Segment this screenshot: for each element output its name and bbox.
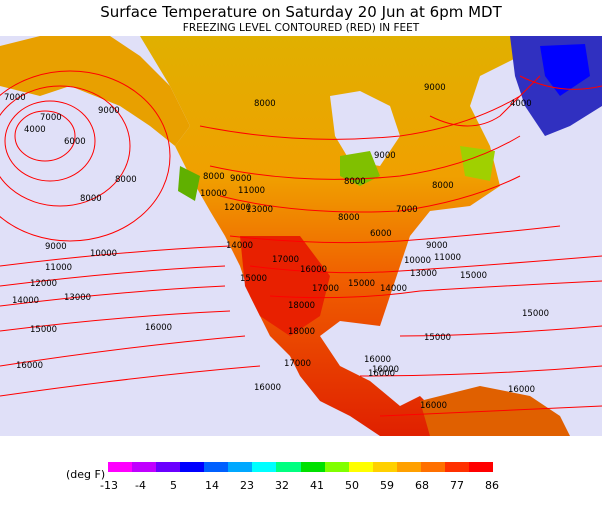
contour-label: 16000 <box>16 361 43 371</box>
legend-swatch <box>324 462 349 472</box>
contour-label: 10000 <box>200 189 227 199</box>
contour-label: 16000 <box>254 383 281 393</box>
color-legend-bar <box>108 462 493 472</box>
contour-label: 9000 <box>426 241 448 251</box>
contour-label: 15000 <box>522 309 549 319</box>
legend-swatch <box>132 462 157 472</box>
contour-label: 14000 <box>12 296 39 306</box>
legend-swatch <box>444 462 469 472</box>
legend-tick-label: 59 <box>380 479 394 492</box>
contour-label: 15000 <box>424 333 451 343</box>
contour-label: 12000 <box>224 203 251 213</box>
contour-label: 15000 <box>460 271 487 281</box>
contour-label: 13000 <box>246 205 273 215</box>
contour-label: 10000 <box>404 256 431 266</box>
legend-swatch <box>108 462 133 472</box>
legend-unit: (deg F) <box>66 468 106 481</box>
contour-label: 9000 <box>424 83 446 93</box>
contour-label: 7000 <box>40 113 62 123</box>
contour-label: 8000 <box>432 181 454 191</box>
contour-label: 4000 <box>510 99 532 109</box>
contour-label: 11000 <box>45 263 72 273</box>
contour-label: 9000 <box>374 151 396 161</box>
legend-swatch <box>180 462 205 472</box>
legend-swatch <box>396 462 421 472</box>
legend-swatch <box>372 462 397 472</box>
contour-label: 6000 <box>370 229 392 239</box>
legend-swatch <box>204 462 229 472</box>
legend-tick-label: 5 <box>170 479 177 492</box>
contour-label: 13000 <box>410 269 437 279</box>
legend-swatch <box>468 462 493 472</box>
legend-swatch <box>156 462 181 472</box>
legend-swatch <box>276 462 301 472</box>
map-title: Surface Temperature on Saturday 20 Jun a… <box>100 3 502 21</box>
map-subtitle: FREEZING LEVEL CONTOURED (RED) IN FEET <box>182 22 420 34</box>
contour-label: 9000 <box>230 174 252 184</box>
legend-tick-label: 68 <box>415 479 429 492</box>
contour-label: 12000 <box>30 279 57 289</box>
contour-label: 9000 <box>98 106 120 116</box>
contour-label: 14000 <box>380 284 407 294</box>
land-areas <box>0 36 602 436</box>
legend-tick-label: -13 <box>100 479 118 492</box>
contour-label: 13000 <box>64 293 91 303</box>
legend-swatch <box>348 462 373 472</box>
contour-label: 7000 <box>396 205 418 215</box>
legend-tick-label: 86 <box>485 479 499 492</box>
contour-label: 17000 <box>284 359 311 369</box>
contour-label: 16000 <box>145 323 172 333</box>
legend-tick-label: 14 <box>205 479 219 492</box>
contour-label: 15000 <box>240 274 267 284</box>
legend-swatch <box>300 462 325 472</box>
contour-label: 16000 <box>368 369 395 379</box>
contour-label: 4000 <box>24 125 46 135</box>
contour-label: 7000 <box>4 93 26 103</box>
contour-label: 8000 <box>338 213 360 223</box>
legend-swatch <box>420 462 445 472</box>
contour-label: 14000 <box>226 241 253 251</box>
temperature-map: 7000 4000 7000 6000 9000 8000 8000 9000 … <box>0 36 602 436</box>
contour-label: 16000 <box>508 385 535 395</box>
legend-tick-label: 41 <box>310 479 324 492</box>
legend-swatch <box>252 462 277 472</box>
contour-label: 17000 <box>272 255 299 265</box>
contour-label: 15000 <box>348 279 375 289</box>
contour-label: 8000 <box>80 194 102 204</box>
contour-label: 11000 <box>238 186 265 196</box>
contour-label: 17000 <box>312 284 339 294</box>
contour-label: 8000 <box>344 177 366 187</box>
contour-label: 6000 <box>64 137 86 147</box>
legend-tick-label: -4 <box>135 479 146 492</box>
legend-tick-label: 23 <box>240 479 254 492</box>
contour-label: 16000 <box>420 401 447 411</box>
legend-tick-label: 32 <box>275 479 289 492</box>
contour-label: 8000 <box>203 172 225 182</box>
contour-label: 18000 <box>288 301 315 311</box>
contour-label: 16000 <box>364 355 391 365</box>
contour-label: 15000 <box>30 325 57 335</box>
legend-tick-label: 50 <box>345 479 359 492</box>
freezing-level-contours <box>0 70 602 417</box>
contour-label: 18000 <box>288 327 315 337</box>
contour-label: 16000 <box>372 365 399 375</box>
legend-swatch <box>228 462 253 472</box>
contour-label: 9000 <box>45 242 67 252</box>
contour-labels: 7000 4000 7000 6000 9000 8000 8000 9000 … <box>4 83 549 411</box>
contour-label: 10000 <box>90 249 117 259</box>
contour-label: 8000 <box>115 175 137 185</box>
contour-label: 11000 <box>434 253 461 263</box>
legend-tick-label: 77 <box>450 479 464 492</box>
contour-label: 8000 <box>254 99 276 109</box>
contour-label: 16000 <box>300 265 327 275</box>
